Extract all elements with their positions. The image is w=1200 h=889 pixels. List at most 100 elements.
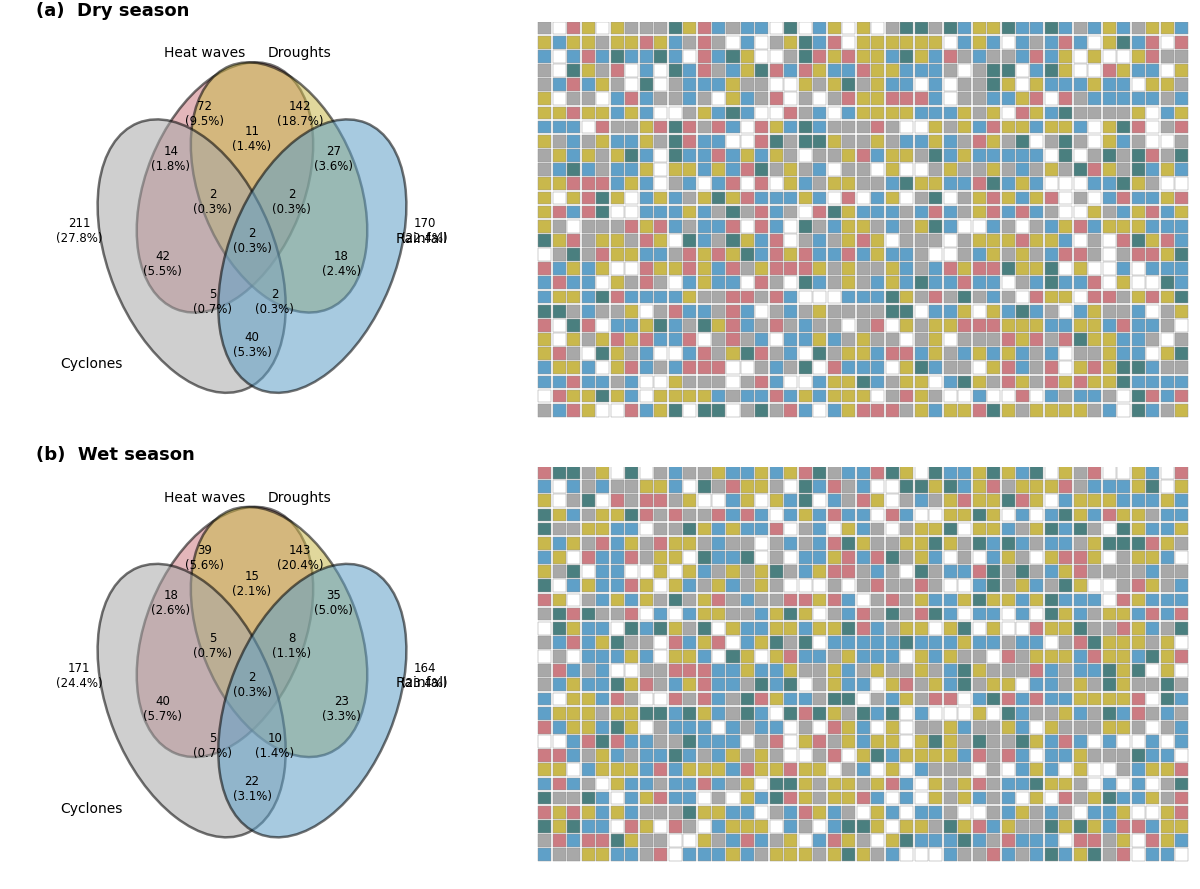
Bar: [668, 551, 682, 564]
Bar: [1175, 291, 1188, 303]
Bar: [799, 707, 812, 719]
Bar: [683, 64, 696, 76]
Bar: [1088, 177, 1102, 190]
Bar: [900, 333, 913, 346]
Text: 72
(9.5%): 72 (9.5%): [185, 100, 223, 128]
Bar: [596, 792, 610, 805]
Bar: [1146, 50, 1159, 62]
Bar: [712, 565, 725, 578]
Bar: [900, 248, 913, 260]
Bar: [914, 678, 928, 692]
Bar: [1132, 466, 1145, 479]
Bar: [785, 636, 798, 649]
Bar: [726, 234, 739, 247]
Bar: [740, 834, 754, 847]
Bar: [785, 375, 798, 388]
Bar: [914, 749, 928, 762]
Bar: [1088, 664, 1102, 677]
Bar: [857, 362, 870, 374]
Bar: [988, 78, 1000, 91]
Bar: [914, 375, 928, 388]
Bar: [1016, 480, 1030, 493]
Bar: [1117, 749, 1130, 762]
Bar: [1146, 806, 1159, 819]
Bar: [1132, 291, 1145, 303]
Bar: [582, 693, 595, 705]
Bar: [958, 348, 971, 360]
Bar: [842, 466, 856, 479]
Bar: [1088, 107, 1102, 119]
Bar: [900, 50, 913, 62]
Bar: [1060, 291, 1073, 303]
Bar: [857, 565, 870, 578]
Text: 11
(1.4%): 11 (1.4%): [233, 125, 271, 153]
Bar: [814, 78, 827, 91]
Bar: [582, 580, 595, 592]
Bar: [1031, 305, 1044, 317]
Bar: [697, 50, 710, 62]
Bar: [1002, 135, 1014, 148]
Bar: [1117, 664, 1130, 677]
Bar: [726, 778, 739, 790]
Bar: [756, 834, 768, 847]
Bar: [640, 262, 653, 275]
Bar: [1146, 276, 1159, 289]
Bar: [697, 164, 710, 176]
Bar: [1160, 149, 1174, 162]
Bar: [596, 92, 610, 105]
Bar: [1103, 721, 1116, 733]
Bar: [1060, 792, 1073, 805]
Bar: [914, 149, 928, 162]
Bar: [568, 262, 581, 275]
Bar: [683, 480, 696, 493]
Bar: [886, 36, 899, 49]
Bar: [625, 537, 638, 549]
Bar: [958, 333, 971, 346]
Bar: [625, 191, 638, 204]
Bar: [1074, 107, 1087, 119]
Bar: [828, 792, 841, 805]
Bar: [886, 191, 899, 204]
Bar: [1132, 621, 1145, 635]
Bar: [568, 707, 581, 719]
Bar: [1160, 565, 1174, 578]
Text: Droughts: Droughts: [268, 491, 331, 505]
Bar: [958, 305, 971, 317]
Bar: [1146, 494, 1159, 507]
Bar: [842, 834, 856, 847]
Bar: [640, 375, 653, 388]
Bar: [625, 480, 638, 493]
Bar: [568, 375, 581, 388]
Bar: [1045, 693, 1058, 705]
Bar: [1060, 594, 1073, 606]
Bar: [1002, 305, 1014, 317]
Bar: [1060, 262, 1073, 275]
Bar: [1160, 191, 1174, 204]
Bar: [1117, 580, 1130, 592]
Bar: [842, 749, 856, 762]
Bar: [958, 205, 971, 219]
Bar: [1045, 678, 1058, 692]
Bar: [785, 594, 798, 606]
Bar: [1088, 220, 1102, 233]
Bar: [914, 834, 928, 847]
Bar: [943, 149, 956, 162]
Bar: [900, 664, 913, 677]
Bar: [539, 21, 551, 35]
Bar: [943, 191, 956, 204]
Bar: [683, 348, 696, 360]
Bar: [871, 205, 884, 219]
Bar: [539, 107, 551, 119]
Text: 39
(5.6%): 39 (5.6%): [185, 544, 223, 573]
Bar: [611, 164, 624, 176]
Bar: [1002, 480, 1014, 493]
Bar: [611, 177, 624, 190]
Bar: [770, 333, 782, 346]
Bar: [785, 509, 798, 521]
Bar: [814, 721, 827, 733]
Bar: [1175, 404, 1188, 417]
Bar: [886, 78, 899, 91]
Bar: [539, 135, 551, 148]
Bar: [929, 319, 942, 332]
Bar: [1045, 480, 1058, 493]
